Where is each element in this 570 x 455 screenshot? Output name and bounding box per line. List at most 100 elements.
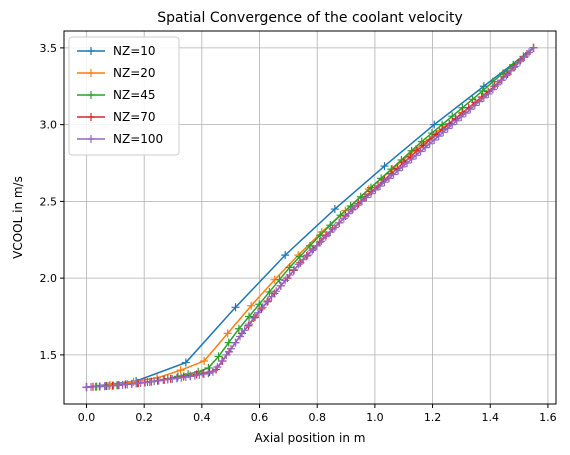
y-tick-label: 2.0: [40, 272, 58, 285]
data-point: [145, 377, 154, 386]
data-point: [294, 260, 303, 269]
data-point: [430, 120, 439, 129]
axis-ticks: 0.0 0.2 0.4 0.6 0.8 1.0 1.2 1.4 1.6 1.5 2.0 2.5 3.0 3…: [40, 42, 557, 424]
data-point: [190, 371, 199, 380]
data-point: [380, 162, 389, 171]
data-point: [339, 214, 348, 223]
data-point: [172, 374, 181, 383]
data-point: [226, 344, 235, 353]
data-point: [213, 363, 222, 372]
y-tick-label: 3.5: [40, 42, 58, 55]
grid: [64, 31, 556, 404]
data-point: [181, 372, 190, 381]
series-layer: [82, 43, 538, 392]
data-point: [412, 146, 421, 155]
x-tick-label: 1.6: [539, 411, 557, 424]
data-point: [208, 367, 217, 376]
data-point: [479, 93, 488, 102]
chart-title: Spatial Convergence of the coolant veloc…: [157, 10, 463, 26]
data-point: [317, 237, 326, 246]
data-point: [362, 193, 371, 202]
data-point: [176, 366, 185, 375]
data-point: [281, 276, 290, 285]
data-point: [529, 43, 538, 52]
data-point: [254, 308, 263, 317]
data-point: [223, 329, 232, 338]
legend-item: NZ=70: [77, 110, 156, 124]
data-point: [272, 287, 281, 296]
data-point: [236, 332, 245, 341]
legend-label: NZ=70: [113, 110, 156, 124]
data-point: [285, 263, 294, 272]
data-point: [511, 62, 520, 71]
data-point: [427, 129, 436, 138]
data-point: [443, 124, 452, 133]
x-tick-label: 0.6: [251, 411, 269, 424]
data-point: [493, 80, 502, 89]
data-point: [290, 265, 299, 274]
data-point: [231, 303, 240, 312]
legend-marker: [87, 69, 95, 77]
data-point: [263, 297, 272, 306]
data-point: [168, 374, 177, 383]
data-point: [267, 292, 276, 301]
data-point: [407, 155, 416, 164]
data-point: [303, 251, 312, 260]
legend-item: NZ=45: [77, 88, 156, 102]
legend-label: NZ=100: [113, 132, 163, 146]
data-point: [247, 301, 256, 310]
data-point: [425, 139, 434, 148]
x-tick-label: 0.0: [78, 411, 96, 424]
legend-marker: [87, 113, 95, 121]
x-tick-label: 0.8: [308, 411, 326, 424]
data-point: [249, 314, 258, 323]
data-point: [439, 128, 448, 137]
data-point: [430, 135, 439, 144]
data-point: [234, 324, 243, 333]
data-point: [159, 376, 168, 385]
x-axis-label: Axial position in m: [255, 431, 366, 445]
data-point: [348, 205, 357, 214]
data-point: [506, 66, 515, 75]
data-point: [438, 120, 447, 129]
data-point: [335, 218, 344, 227]
data-point: [375, 182, 384, 191]
legend-marker: [87, 47, 95, 55]
data-point: [308, 246, 317, 255]
x-tick-label: 1.0: [366, 411, 384, 424]
data-point: [389, 170, 398, 179]
data-point: [502, 71, 511, 80]
legend-box: [68, 36, 180, 156]
data-point: [488, 77, 497, 86]
data-point: [222, 350, 231, 359]
data-point: [421, 143, 430, 152]
data-point: [330, 223, 339, 232]
data-point: [200, 357, 209, 366]
x-tick-label: 1.2: [424, 411, 442, 424]
data-point: [434, 132, 443, 141]
data-point: [470, 101, 479, 110]
legend: NZ=10 NZ=20 NZ=45 NZ=70 NZ=100: [68, 36, 180, 156]
data-point: [398, 162, 407, 171]
data-point: [417, 137, 426, 146]
data-point: [380, 178, 389, 187]
data-point: [371, 185, 380, 194]
data-point: [484, 89, 493, 98]
data-point: [245, 312, 254, 321]
data-point: [394, 166, 403, 175]
data-point: [515, 57, 524, 66]
data-point: [416, 147, 425, 156]
data-point: [403, 159, 412, 168]
data-point: [275, 275, 284, 284]
y-tick-label: 3.0: [40, 119, 58, 132]
data-point: [466, 105, 475, 114]
data-point: [524, 48, 533, 57]
data-point: [186, 372, 195, 381]
data-point: [321, 232, 330, 241]
data-point: [377, 174, 386, 183]
data-point: [195, 370, 204, 379]
legend-item: NZ=10: [77, 44, 156, 58]
x-tick-label: 0.2: [135, 411, 153, 424]
data-point: [357, 197, 366, 206]
